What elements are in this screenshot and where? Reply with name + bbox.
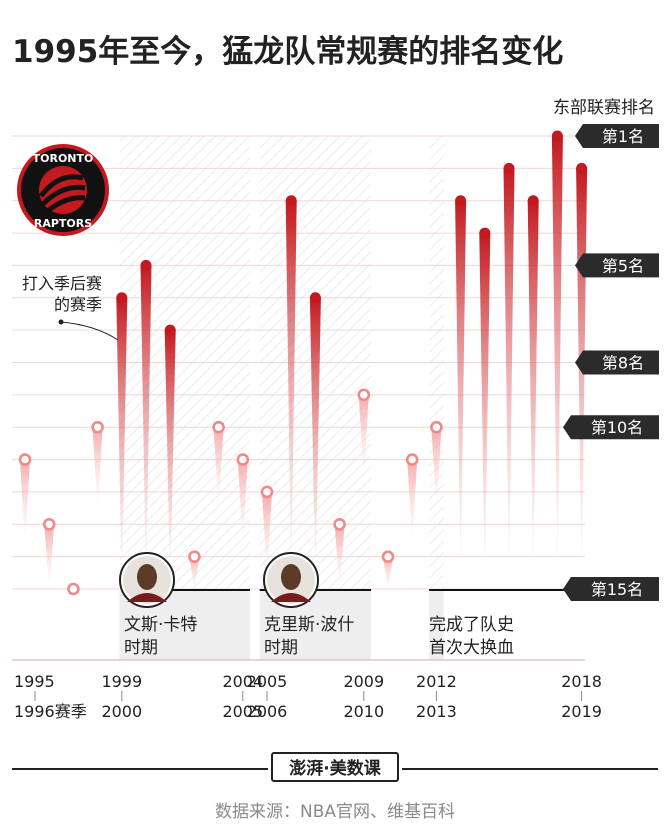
raptors-logo-claw — [39, 174, 84, 198]
data-spike — [407, 459, 418, 545]
data-point — [42, 517, 56, 531]
era-label-line1: 文斯·卡特 — [124, 615, 197, 635]
raptors-logo-bottom-text: RAPTORS — [34, 217, 92, 230]
data-point — [91, 420, 104, 434]
data-spike — [309, 297, 321, 586]
avatar-bosh-face — [281, 564, 301, 590]
x-tick-label-start: 2009 — [343, 672, 384, 691]
data-spike — [383, 556, 393, 590]
x-tick-label-end: 1996赛季 — [14, 702, 87, 721]
x-tick-label-end: 2013 — [416, 702, 457, 721]
y-tick-label: 第8名 — [602, 354, 644, 373]
playoffs-note-line2: 的赛季 — [54, 295, 102, 314]
data-spike — [140, 265, 152, 586]
data-point-playoffs — [479, 227, 491, 239]
era-label-line2: 时期 — [264, 638, 298, 658]
x-tick-label-end: 2000 — [101, 702, 142, 721]
avatar-bosh-jersey — [271, 593, 311, 602]
data-point-playoffs — [503, 162, 515, 174]
x-tick-label-start: 2018 — [561, 672, 602, 691]
era-label-line1: 克里斯·波什 — [264, 615, 354, 635]
avatar-carter-face — [137, 564, 157, 590]
data-spike — [262, 491, 272, 577]
y-tick-tag — [563, 577, 659, 601]
x-tick-label-end: 2010 — [343, 702, 384, 721]
x-tick-label-start: 2005 — [247, 672, 288, 691]
y-tick-label: 第5名 — [602, 256, 644, 275]
data-spike — [503, 168, 515, 586]
data-spike — [285, 200, 297, 586]
data-point — [357, 388, 371, 402]
data-spike — [116, 297, 128, 586]
era-label-line1: 完成了队史 — [429, 615, 514, 635]
y-tick-label: 第1名 — [602, 127, 644, 146]
data-point-playoffs — [309, 292, 321, 304]
data-point — [67, 582, 80, 596]
data-point-playoffs — [551, 130, 563, 142]
raptors-logo-top-text: TORONTO — [33, 152, 94, 165]
data-point — [405, 453, 419, 466]
source-note: 数据来源：NBA官网、维基百科 — [214, 802, 455, 822]
data-spike — [527, 200, 539, 586]
data-spike — [92, 427, 103, 513]
y-tick-tag — [563, 415, 659, 440]
era-label-line2: 首次大换血 — [429, 638, 514, 658]
data-spike — [479, 233, 491, 587]
data-point — [333, 517, 346, 531]
avatar-carter-jersey — [127, 593, 167, 602]
x-tick-label-start: 2012 — [416, 672, 457, 691]
x-tick-label-start: 2004 — [222, 672, 263, 691]
data-point — [212, 420, 225, 434]
y-tick-tag — [575, 350, 659, 375]
brand-logo: 澎湃·美数课 — [271, 752, 399, 782]
data-spike — [455, 200, 467, 586]
data-point-playoffs — [455, 195, 467, 207]
data-point — [236, 453, 250, 466]
era-band-3-label-bg — [429, 590, 444, 660]
data-spike — [334, 524, 345, 590]
data-spike — [20, 459, 30, 545]
data-point — [260, 485, 274, 499]
data-spike — [44, 524, 55, 590]
data-point — [18, 453, 32, 466]
era-label-line2: 时期 — [124, 638, 158, 658]
raptors-logo-claw — [41, 184, 86, 206]
data-point-playoffs — [285, 195, 297, 207]
footer-rule-left — [12, 768, 268, 770]
y-axis-label: 东部联赛排名 — [553, 97, 655, 118]
y-tick-tag — [575, 253, 659, 278]
x-tick-label-end: 2005 — [222, 702, 263, 721]
data-spike — [189, 556, 200, 590]
data-point-playoffs — [116, 292, 128, 304]
playoffs-note-line1: 打入季后赛 — [22, 274, 102, 293]
data-spike — [164, 330, 176, 586]
chart-title: 1995年至今，猛龙队常规赛的排名变化 — [12, 34, 564, 70]
y-tick-label: 第10名 — [591, 418, 643, 437]
data-spike — [431, 427, 442, 513]
playoffs-note-leader — [60, 321, 119, 341]
data-point-playoffs — [140, 259, 152, 271]
x-tick-label-start: 1995 — [14, 672, 55, 691]
data-spike — [551, 136, 563, 586]
data-point — [381, 550, 395, 563]
y-tick-tag — [575, 124, 659, 148]
x-tick-label-end: 2006 — [247, 702, 288, 721]
footer-rule-right — [402, 768, 658, 770]
data-spike — [213, 427, 224, 513]
data-spike — [237, 459, 248, 545]
raptors-logo-claw — [47, 195, 86, 212]
data-spike — [358, 394, 369, 480]
x-tick-label-start: 1999 — [101, 672, 142, 691]
data-point — [188, 550, 201, 563]
data-point-playoffs — [576, 162, 588, 174]
data-spike — [576, 168, 588, 586]
data-point-playoffs — [164, 324, 176, 336]
data-point-playoffs — [527, 195, 539, 207]
data-point — [430, 420, 443, 434]
x-tick-label-end: 2019 — [561, 702, 602, 721]
y-tick-label: 第15名 — [591, 580, 643, 599]
